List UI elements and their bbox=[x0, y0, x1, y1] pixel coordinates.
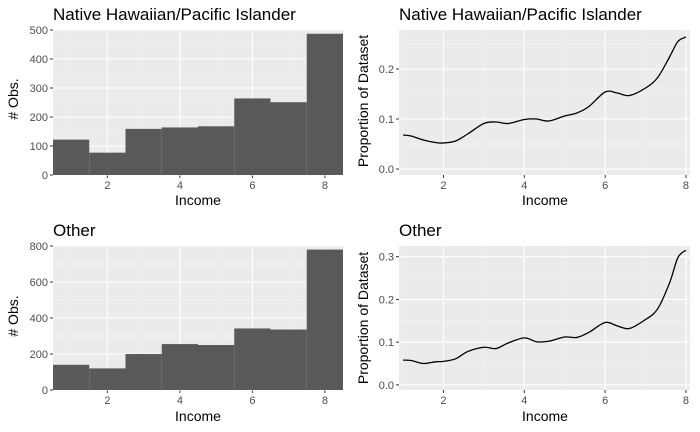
histogram-bar bbox=[198, 345, 235, 390]
histogram-bar bbox=[198, 126, 235, 175]
x-tick-label: 6 bbox=[602, 395, 608, 407]
histogram-bar bbox=[89, 368, 126, 390]
y-tick-label: 0.1 bbox=[379, 114, 394, 126]
y-tick-label: 0.2 bbox=[379, 64, 394, 76]
histogram-bar bbox=[53, 364, 90, 390]
x-tick-label: 4 bbox=[521, 180, 527, 192]
histogram-bar bbox=[125, 354, 162, 390]
histogram-bar bbox=[125, 128, 162, 175]
histogram-bar bbox=[161, 344, 198, 390]
y-tick-label: 0.1 bbox=[379, 337, 394, 349]
x-axis-title: Income bbox=[175, 408, 221, 424]
x-tick-label: 2 bbox=[440, 180, 446, 192]
x-tick-label: 8 bbox=[322, 395, 328, 407]
plot-title: Native Hawaiian/Pacific Islander bbox=[399, 5, 642, 24]
histogram-bar bbox=[161, 127, 198, 175]
panel-background bbox=[399, 30, 690, 175]
histogram-bar bbox=[53, 139, 90, 175]
histogram-bar bbox=[270, 329, 307, 390]
x-tick-label: 4 bbox=[521, 395, 527, 407]
histogram-bar bbox=[234, 98, 271, 175]
x-tick-label: 6 bbox=[249, 395, 255, 407]
y-tick-label: 0 bbox=[42, 385, 48, 397]
x-tick-label: 4 bbox=[177, 395, 183, 407]
y-tick-label: 400 bbox=[30, 313, 48, 325]
x-tick-label: 8 bbox=[683, 180, 689, 192]
x-tick-label: 2 bbox=[104, 395, 110, 407]
y-tick-label: 800 bbox=[30, 241, 48, 253]
density-line bbox=[403, 249, 687, 365]
y-tick-label: 0.2 bbox=[379, 294, 394, 306]
panel-background bbox=[399, 246, 690, 390]
y-tick-label: 100 bbox=[30, 141, 48, 153]
x-tick-label: 6 bbox=[249, 180, 255, 192]
y-axis-title: # Obs. bbox=[5, 295, 21, 336]
y-tick-label: 0.0 bbox=[379, 164, 394, 176]
histogram-bar bbox=[306, 249, 343, 390]
x-axis-title: Income bbox=[522, 192, 568, 208]
x-tick-label: 6 bbox=[602, 180, 608, 192]
histogram-native-hawaiian: 2 4 6 8 0 100 200 300 400 500 Native Hawaiian/Paci… bbox=[5, 5, 343, 208]
y-axis-title: # Obs. bbox=[5, 78, 21, 119]
y-axis-title: Proportion of Dataset bbox=[355, 35, 371, 167]
y-tick-label: 500 bbox=[30, 25, 48, 37]
x-axis-title: Income bbox=[175, 192, 221, 208]
y-tick-label: 600 bbox=[30, 277, 48, 289]
density-other: 2 4 6 8 0.0 0.1 0.2 0.3 Other Income Proportion of… bbox=[355, 221, 690, 424]
x-tick-label: 4 bbox=[177, 180, 183, 192]
plot-title: Native Hawaiian/Pacific Islander bbox=[53, 5, 296, 24]
y-tick-label: 400 bbox=[30, 54, 48, 66]
y-tick-label: 300 bbox=[30, 83, 48, 95]
x-axis-title: Income bbox=[522, 408, 568, 424]
x-tick-label: 2 bbox=[104, 180, 110, 192]
histogram-other: 2 4 6 8 0 200 400 600 800 Other Income # Obs. bbox=[5, 221, 343, 424]
y-tick-label: 0 bbox=[42, 170, 48, 182]
plot-title: Other bbox=[399, 221, 442, 240]
plot-title: Other bbox=[53, 221, 96, 240]
histogram-bar bbox=[89, 152, 126, 175]
x-tick-label: 8 bbox=[683, 395, 689, 407]
y-tick-label: 0.3 bbox=[379, 252, 394, 264]
y-tick-label: 200 bbox=[30, 349, 48, 361]
y-tick-label: 0.0 bbox=[379, 380, 394, 392]
density-line bbox=[402, 36, 687, 144]
x-tick-label: 8 bbox=[322, 180, 328, 192]
y-tick-label: 200 bbox=[30, 112, 48, 124]
histogram-bar bbox=[234, 328, 271, 390]
density-native-hawaiian: 2 4 6 8 0.0 0.1 0.2 Native Hawaiian/Pacific Isl… bbox=[355, 5, 690, 208]
histogram-bar bbox=[270, 102, 307, 175]
x-tick-label: 2 bbox=[440, 395, 446, 407]
y-axis-title: Proportion of Dataset bbox=[355, 252, 371, 384]
histogram-bar bbox=[306, 33, 343, 175]
